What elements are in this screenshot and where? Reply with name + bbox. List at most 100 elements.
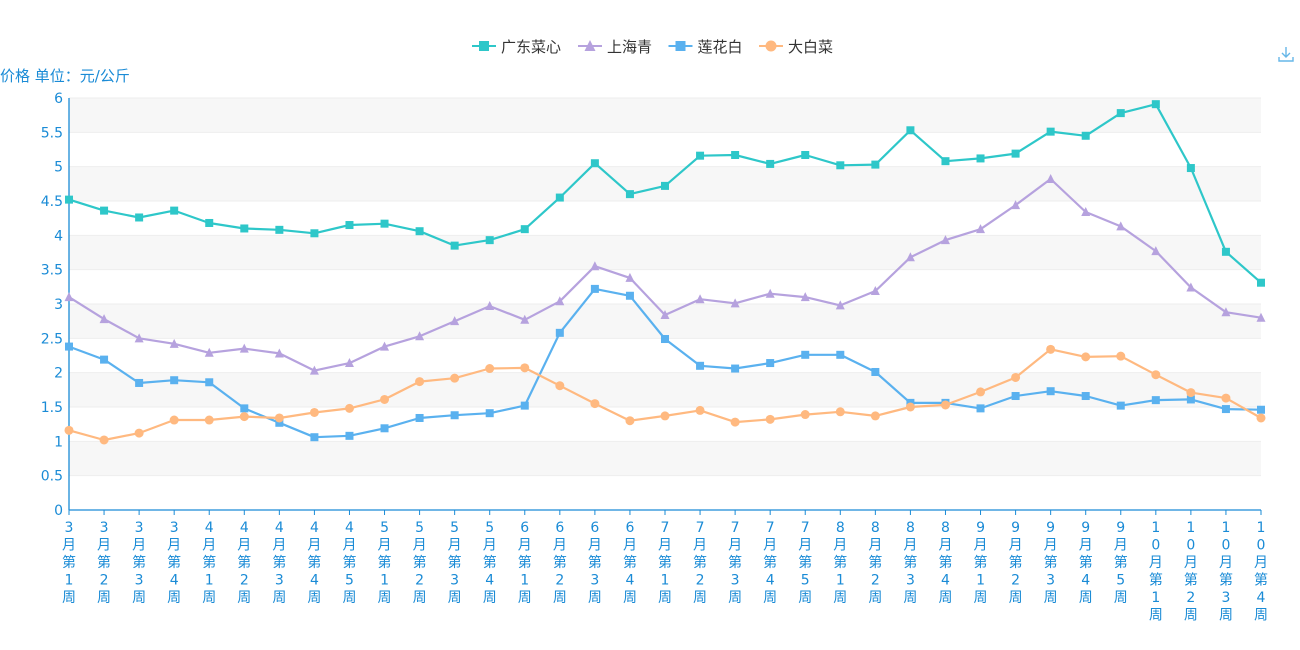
data-point[interactable] bbox=[239, 412, 249, 422]
data-point[interactable] bbox=[590, 261, 600, 271]
download-icon[interactable] bbox=[1278, 47, 1294, 62]
data-point[interactable] bbox=[485, 364, 495, 374]
data-point[interactable] bbox=[415, 227, 424, 236]
legend-item[interactable]: 上海青 bbox=[578, 38, 652, 56]
data-point[interactable] bbox=[800, 292, 810, 302]
data-point[interactable] bbox=[976, 404, 985, 413]
data-point[interactable] bbox=[590, 399, 600, 409]
data-point[interactable] bbox=[64, 292, 74, 302]
data-point[interactable] bbox=[836, 161, 845, 170]
data-point[interactable] bbox=[135, 378, 144, 387]
data-point[interactable] bbox=[1186, 388, 1196, 398]
data-point[interactable] bbox=[310, 433, 319, 442]
data-point[interactable] bbox=[170, 206, 179, 215]
data-point[interactable] bbox=[415, 413, 424, 422]
data-point[interactable] bbox=[520, 314, 530, 324]
data-point[interactable] bbox=[1257, 278, 1265, 287]
data-point[interactable] bbox=[204, 415, 214, 425]
data-point[interactable] bbox=[625, 272, 635, 282]
data-point[interactable] bbox=[380, 341, 390, 351]
data-point[interactable] bbox=[1011, 149, 1020, 158]
data-point[interactable] bbox=[1011, 372, 1021, 382]
data-point[interactable] bbox=[485, 236, 494, 245]
data-point[interactable] bbox=[1221, 405, 1230, 414]
data-point[interactable] bbox=[1081, 131, 1090, 140]
data-point[interactable] bbox=[380, 394, 390, 404]
data-point[interactable] bbox=[696, 361, 705, 370]
data-point[interactable] bbox=[1221, 247, 1230, 256]
data-point[interactable] bbox=[100, 206, 109, 215]
data-point[interactable] bbox=[64, 425, 74, 435]
data-point[interactable] bbox=[941, 157, 950, 166]
data-point[interactable] bbox=[731, 364, 740, 373]
legend-item[interactable]: 广东菜心 bbox=[472, 38, 561, 56]
data-point[interactable] bbox=[766, 159, 775, 168]
data-point[interactable] bbox=[485, 409, 494, 418]
data-point[interactable] bbox=[205, 378, 214, 387]
data-point[interactable] bbox=[661, 335, 669, 344]
data-point[interactable] bbox=[450, 241, 459, 250]
data-point[interactable] bbox=[1011, 392, 1020, 401]
data-point[interactable] bbox=[555, 328, 564, 337]
data-point[interactable] bbox=[415, 331, 425, 341]
data-point[interactable] bbox=[766, 359, 775, 368]
data-point[interactable] bbox=[520, 363, 530, 373]
legend-item[interactable]: 大白菜 bbox=[759, 38, 833, 56]
data-point[interactable] bbox=[1151, 370, 1161, 380]
data-point[interactable] bbox=[1221, 307, 1231, 317]
data-point[interactable] bbox=[1011, 200, 1021, 210]
data-point[interactable] bbox=[940, 235, 950, 245]
data-point[interactable] bbox=[240, 224, 249, 233]
data-point[interactable] bbox=[696, 151, 705, 160]
data-point[interactable] bbox=[450, 373, 460, 383]
data-point[interactable] bbox=[835, 300, 845, 310]
data-point[interactable] bbox=[1151, 100, 1160, 109]
data-point[interactable] bbox=[520, 401, 529, 410]
data-point[interactable] bbox=[870, 411, 880, 421]
data-point[interactable] bbox=[765, 288, 775, 298]
data-point[interactable] bbox=[1116, 109, 1125, 118]
data-point[interactable] bbox=[65, 342, 73, 351]
data-point[interactable] bbox=[1046, 387, 1055, 396]
data-point[interactable] bbox=[520, 225, 529, 234]
data-point[interactable] bbox=[730, 298, 740, 308]
data-point[interactable] bbox=[380, 219, 389, 228]
data-point[interactable] bbox=[1116, 401, 1125, 410]
data-point[interactable] bbox=[239, 343, 249, 353]
data-point[interactable] bbox=[905, 252, 915, 262]
data-point[interactable] bbox=[1046, 127, 1055, 136]
data-point[interactable] bbox=[836, 350, 845, 359]
data-point[interactable] bbox=[870, 285, 880, 295]
data-point[interactable] bbox=[450, 316, 460, 326]
data-point[interactable] bbox=[835, 407, 845, 417]
data-point[interactable] bbox=[309, 365, 319, 375]
data-point[interactable] bbox=[275, 418, 284, 427]
data-point[interactable] bbox=[871, 367, 880, 376]
data-point[interactable] bbox=[625, 291, 634, 300]
data-point[interactable] bbox=[976, 387, 986, 397]
data-point[interactable] bbox=[1221, 393, 1231, 403]
data-point[interactable] bbox=[1046, 344, 1056, 354]
data-point[interactable] bbox=[169, 338, 179, 348]
data-point[interactable] bbox=[65, 195, 73, 204]
data-point[interactable] bbox=[730, 417, 740, 427]
legend-item[interactable]: 莲花白 bbox=[668, 38, 743, 56]
data-point[interactable] bbox=[800, 410, 810, 420]
data-point[interactable] bbox=[555, 193, 564, 202]
data-point[interactable] bbox=[134, 333, 144, 343]
data-point[interactable] bbox=[99, 314, 109, 324]
data-point[interactable] bbox=[204, 347, 214, 357]
data-point[interactable] bbox=[625, 416, 635, 426]
data-point[interactable] bbox=[310, 229, 319, 238]
data-point[interactable] bbox=[344, 358, 354, 368]
data-point[interactable] bbox=[380, 424, 389, 433]
data-point[interactable] bbox=[100, 355, 109, 364]
data-point[interactable] bbox=[1151, 246, 1161, 256]
data-point[interactable] bbox=[1116, 351, 1126, 361]
data-point[interactable] bbox=[1081, 206, 1091, 216]
data-point[interactable] bbox=[695, 405, 705, 415]
data-point[interactable] bbox=[415, 377, 425, 387]
data-point[interactable] bbox=[1046, 174, 1056, 184]
data-point[interactable] bbox=[590, 284, 599, 293]
data-point[interactable] bbox=[1186, 164, 1195, 173]
